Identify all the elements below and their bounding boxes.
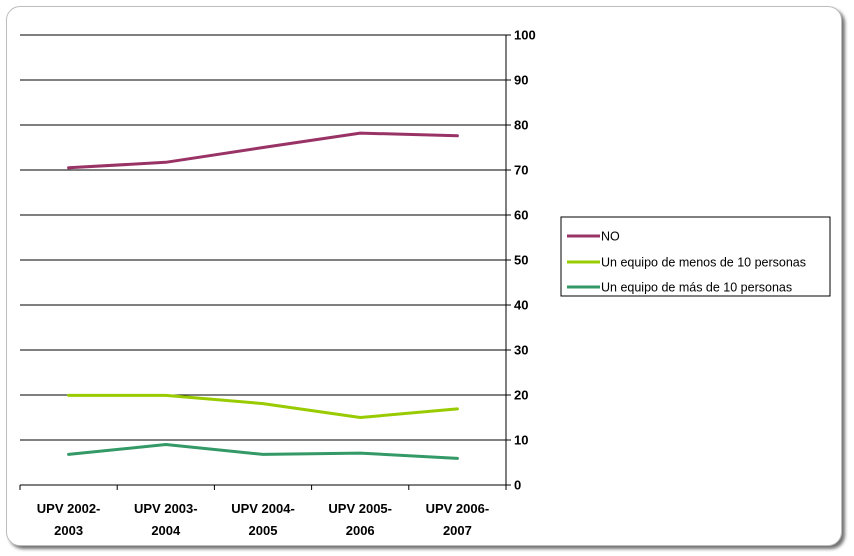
y-tick-label: 100 [514, 28, 536, 43]
data-point [164, 393, 168, 397]
x-tick-label: UPV 2005- [328, 501, 392, 516]
data-point [261, 146, 265, 150]
x-tick-label: 2005 [249, 523, 278, 538]
data-point [164, 443, 168, 447]
x-tick-label: 2003 [54, 523, 83, 538]
data-point [261, 402, 265, 406]
y-tick-label: 90 [514, 73, 528, 88]
legend-box [560, 216, 831, 297]
data-point [67, 452, 71, 456]
legend: NO Un equipo de menos de 10 personas Un eq… [560, 216, 831, 297]
x-tick-label: 2004 [151, 523, 181, 538]
gridlines [20, 34, 506, 441]
x-tick-label: UPV 2006- [426, 501, 490, 516]
series-line-2 [67, 443, 459, 460]
y-tick-label: 10 [514, 433, 528, 448]
x-tick-label: UPV 2003- [134, 501, 198, 516]
y-tick-label: 70 [514, 163, 528, 178]
axes: 0 10 20 30 40 50 60 70 80 90 100 UPV 2002- 2003 UPV 2… [19, 28, 536, 538]
y-tick-label: 0 [514, 478, 521, 493]
series-lines [67, 131, 459, 460]
x-tick-label: UPV 2004- [231, 501, 295, 516]
x-tick-label: UPV 2002- [37, 501, 101, 516]
data-point [358, 416, 362, 420]
series-line-0 [67, 131, 459, 170]
x-tick-label: 2007 [443, 523, 472, 538]
data-point [261, 452, 265, 456]
data-point [358, 451, 362, 455]
y-tick-label: 60 [514, 208, 528, 223]
data-point [358, 131, 362, 135]
y-tick-label: 20 [514, 388, 528, 403]
data-point [455, 456, 459, 460]
y-tick-label: 50 [514, 253, 528, 268]
legend-label: Un equipo de más de 10 personas [601, 281, 792, 295]
data-point [455, 134, 459, 138]
series-line-1 [67, 393, 459, 419]
y-tick-label: 30 [514, 343, 528, 358]
x-tick-label: 2006 [346, 523, 375, 538]
legend-label: Un equipo de menos de 10 personas [601, 256, 806, 270]
y-tick-label: 80 [514, 118, 528, 133]
data-point [67, 166, 71, 170]
data-point [164, 160, 168, 164]
legend-label: NO [601, 230, 620, 244]
data-point [455, 407, 459, 411]
data-point [67, 393, 71, 397]
y-tick-label: 40 [514, 298, 528, 313]
